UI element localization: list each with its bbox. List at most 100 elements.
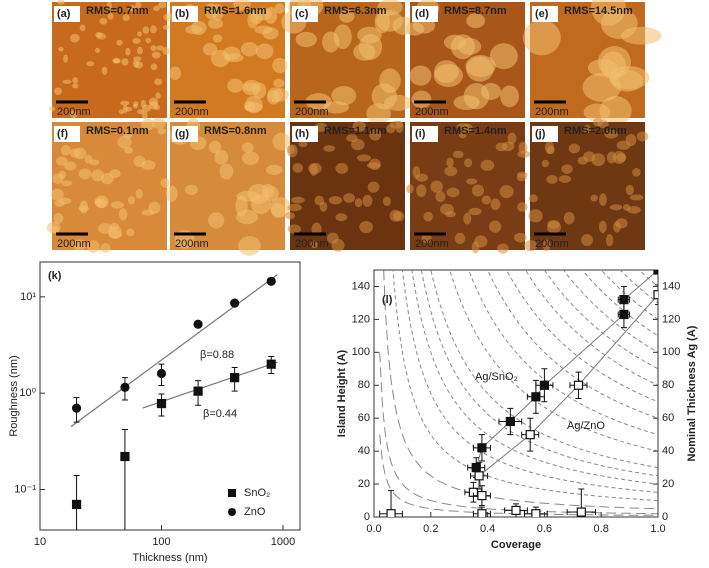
afm-grain [568, 143, 580, 154]
afm-grain [117, 135, 132, 149]
afm-grain [48, 106, 56, 112]
afm-grain [587, 59, 618, 77]
afm-grain [142, 26, 150, 34]
afm-grain [416, 184, 427, 198]
afm-grain [227, 78, 244, 93]
error-bar [121, 428, 128, 530]
afm-grain [599, 193, 607, 206]
y-tick-label: 100 [352, 346, 370, 358]
afm-grain [376, 10, 403, 32]
marker [573, 380, 584, 390]
afm-grain [466, 56, 494, 82]
afm-grain [184, 184, 198, 195]
chart-background [0, 252, 709, 563]
y2-tick-label: 40 [662, 445, 674, 457]
y-tick-label: 10⁰ [19, 387, 36, 399]
afm-grain [395, 120, 404, 134]
afm-grain [518, 141, 528, 155]
afm-grain [135, 1, 142, 9]
afm-grain [314, 195, 325, 206]
label-box [532, 6, 558, 22]
afm-grain [453, 95, 480, 111]
afm-grain [58, 47, 64, 52]
afm-grain [463, 212, 472, 225]
afm-grain [70, 33, 80, 43]
afm-grain [516, 173, 527, 182]
afm-grain [212, 34, 223, 43]
marker [505, 416, 515, 427]
afm-grain [241, 151, 260, 166]
x-tick-label: 0.0 [366, 523, 381, 535]
afm-grain [233, 0, 251, 11]
x-tick-label: 0.4 [480, 523, 495, 535]
isoline [562, 270, 658, 353]
rms-label: RMS=2.0nm [564, 125, 627, 137]
afm-grain [561, 164, 573, 174]
plot-area [379, 270, 658, 517]
afm-grain [522, 20, 561, 56]
afm-grain [495, 142, 508, 152]
afm-grain [207, 212, 225, 229]
afm-grain [335, 163, 349, 174]
afm-grain [524, 240, 538, 252]
afm-grain [155, 92, 161, 99]
afm-grain [443, 34, 466, 50]
afm-grain [118, 208, 128, 221]
afm-grain [464, 158, 473, 168]
afm-grain [95, 47, 101, 53]
afm-grain [409, 65, 432, 86]
afm-grain [465, 178, 478, 185]
panel-title: (k) [48, 270, 62, 282]
afm-grain [287, 203, 302, 212]
plot-area [70, 274, 278, 530]
rms-label: RMS=1.1nm [324, 125, 387, 137]
afm-grain [243, 82, 259, 92]
afm-grain [141, 160, 156, 171]
scale-label: 200nm [415, 238, 449, 250]
error-bar [655, 284, 658, 306]
afm-grain [150, 25, 157, 34]
afm-grain [64, 161, 77, 171]
panel-label: (e) [535, 8, 549, 20]
marker [511, 505, 521, 516]
afm-grain [462, 123, 473, 133]
y2-tick-label: 80 [662, 379, 674, 391]
x-axis-label: Coverage [491, 539, 541, 551]
afm-panel: (g) RMS=0.8nm 200nm [165, 118, 291, 256]
afm-panel: (d) RMS=8.7nm 200nm [405, 0, 525, 118]
afm-grain [191, 20, 207, 35]
afm-grain [241, 142, 254, 153]
label-box [412, 6, 438, 22]
afm-grain [120, 100, 130, 106]
legend-label: SnO₂ [244, 487, 270, 499]
afm-grain [150, 63, 158, 71]
afm-grain [274, 3, 285, 14]
afm-grain [439, 203, 454, 215]
afm-grain [291, 196, 305, 204]
afm-grain [158, 1, 167, 9]
afm-grain [244, 102, 263, 113]
isoline [392, 270, 658, 501]
isoline [401, 270, 658, 493]
afm-grain [382, 196, 391, 207]
afm-grain [63, 54, 69, 63]
afm-grain [583, 124, 591, 134]
afm-grain [240, 42, 259, 57]
afm-grain [151, 51, 161, 59]
afm-grain [72, 239, 87, 251]
afm-grain [99, 18, 108, 25]
afm-grain [359, 220, 374, 234]
afm-grain [563, 211, 575, 225]
afm-grain [72, 77, 79, 84]
afm-grain [238, 235, 261, 256]
afm-grain [468, 207, 482, 216]
afm-grain [609, 204, 623, 211]
afm-grain [541, 159, 550, 168]
afm-grain [202, 42, 218, 56]
afm-grain [53, 213, 64, 225]
afm-grain [106, 1, 112, 11]
afm-grain [546, 174, 558, 184]
afm-grain [150, 45, 157, 52]
afm-grain [272, 132, 291, 151]
